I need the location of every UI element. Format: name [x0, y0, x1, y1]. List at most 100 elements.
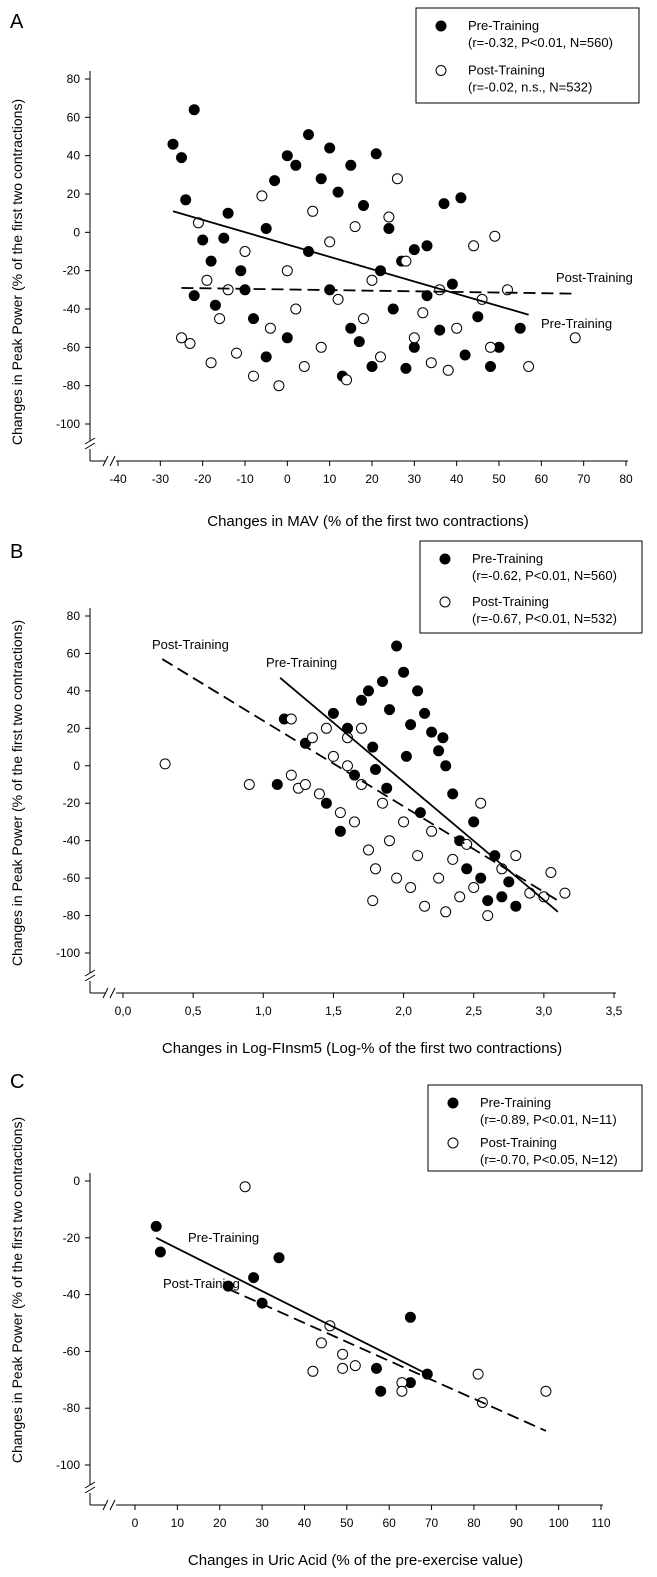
x-tick-label: 50: [340, 1516, 354, 1530]
post-training-point: [327, 750, 339, 762]
pre-training-point: [391, 640, 403, 652]
x-tick-label: 60: [383, 1516, 397, 1530]
post-training-point: [298, 361, 310, 372]
x-tick-label: 3,5: [606, 1004, 623, 1018]
pre-training-point: [496, 891, 508, 903]
post-training-regression-line: [181, 287, 576, 295]
y-axis-break: [84, 1481, 96, 1494]
y-tick-label: 40: [67, 684, 81, 698]
pre-training-regression-label: Pre-Training: [541, 316, 612, 331]
post-training-point: [315, 341, 327, 353]
pre-training-point: [434, 324, 446, 336]
pre-training-point: [475, 872, 487, 884]
pre-training-point: [150, 1220, 162, 1232]
pre-training-regression-line: [172, 210, 529, 316]
post-training-point: [396, 1385, 408, 1397]
x-tick-label: 0: [284, 472, 291, 486]
pre-training-point: [437, 732, 449, 744]
pre-training-point: [446, 278, 458, 290]
legend-marker-filled: [435, 20, 447, 32]
x-tick-label: 1,5: [325, 1004, 342, 1018]
y-tick-label: 60: [67, 646, 81, 660]
y-tick-label: -40: [63, 302, 81, 316]
post-training-point: [524, 887, 536, 899]
x-tick-label: 1,0: [255, 1004, 272, 1018]
pre-training-point: [209, 299, 221, 311]
post-training-point: [419, 900, 431, 912]
legend: Pre-Training (r=-0.62, P<0.01, N=560) Post…: [419, 540, 643, 634]
y-tick-label: -20: [63, 1231, 81, 1245]
y-tick-label: -20: [63, 796, 81, 810]
post-training-point: [337, 1362, 349, 1374]
pre-training-point: [281, 332, 293, 344]
panel-a: A-40 -30 -20 -10 0 10 20 30 40 50 60 70 80806040200-…: [9, 7, 640, 530]
x-tick-label: 40: [450, 472, 464, 486]
y-axis-label: Changes in Peak Power (% of the first tw…: [9, 620, 25, 966]
pre-training-point: [503, 876, 515, 888]
post-training-point: [324, 236, 336, 248]
post-training-point: [468, 882, 480, 893]
pre-training-point: [269, 175, 281, 187]
pre-training-point: [222, 207, 234, 219]
y-tick-label: -80: [63, 909, 81, 923]
legend-series-name: Post-Training: [468, 63, 545, 78]
pre-training-point: [366, 361, 378, 372]
post-training-point: [391, 872, 403, 884]
y-axis-label: Changes in Peak Power (% of the first tw…: [9, 1117, 25, 1463]
y-axis-label: Changes in Peak Power (% of the first tw…: [9, 99, 25, 445]
post-training-regression-label: Post-Training: [556, 270, 633, 285]
x-tick-label: 90: [510, 1516, 524, 1530]
pre-training-point: [320, 797, 332, 809]
legend-series-stats: (r=-0.32, P<0.01, N=560): [468, 35, 613, 50]
y-tick-label: 80: [67, 609, 81, 623]
post-training-regression-label: Post-Training: [152, 637, 229, 652]
pre-training-point: [281, 150, 293, 162]
post-training-point: [332, 293, 344, 305]
post-training-point: [201, 274, 213, 286]
post-training-point: [454, 891, 466, 903]
pre-training-point: [459, 349, 471, 361]
legend-marker-filled: [439, 553, 451, 565]
post-training-point: [523, 361, 535, 372]
post-training-point: [375, 351, 386, 363]
pre-training-point: [421, 240, 433, 252]
pre-training-point: [260, 223, 272, 234]
y-tick-label: 40: [67, 149, 81, 163]
post-training-point: [205, 357, 217, 369]
x-tick-label: 10: [323, 472, 337, 486]
pre-training-regression-line: [279, 677, 559, 913]
pre-training-point: [438, 198, 450, 210]
y-tick-label: 20: [67, 187, 81, 201]
pre-training-point: [370, 148, 382, 160]
pre-training-point: [327, 707, 339, 719]
x-tick-label: 60: [535, 472, 549, 486]
legend-marker-filled: [447, 1097, 459, 1109]
pre-training-point: [353, 336, 365, 348]
pre-training-point: [180, 194, 192, 206]
x-tick-label: -20: [194, 472, 212, 486]
pre-training-point: [377, 676, 388, 687]
post-training-point: [334, 807, 346, 819]
pre-training-point: [472, 311, 484, 323]
pre-training-point: [358, 200, 369, 211]
post-training-point: [391, 173, 403, 185]
post-training-point: [349, 1360, 361, 1372]
legend: Pre-Training (r=-0.32, P<0.01, N=560) Post…: [415, 7, 640, 104]
panel-c: C 0 10 20 30 40 50 60 70 80 90 100 110 0 -20 -40 -60 -80 -…: [9, 1071, 643, 1569]
y-tick-label: -80: [63, 1401, 81, 1415]
post-training-point: [510, 850, 522, 862]
pre-training-point: [235, 265, 247, 277]
post-training-point: [383, 211, 395, 223]
pre-training-point: [383, 223, 395, 234]
legend-series-stats: (r=-0.62, P<0.01, N=560): [472, 568, 617, 583]
panel-label: B: [10, 541, 23, 563]
post-training-point: [440, 906, 452, 918]
x-tick-label: -10: [236, 472, 254, 486]
x-tick-label: 2,5: [465, 1004, 482, 1018]
post-training-point: [475, 797, 487, 809]
post-training-point: [356, 779, 367, 790]
pre-training-point: [433, 745, 445, 757]
x-axis-label: Changes in MAV (% of the first two contr…: [207, 513, 529, 530]
x-tick-label: 100: [549, 1516, 569, 1530]
x-tick-label: 30: [255, 1516, 269, 1530]
